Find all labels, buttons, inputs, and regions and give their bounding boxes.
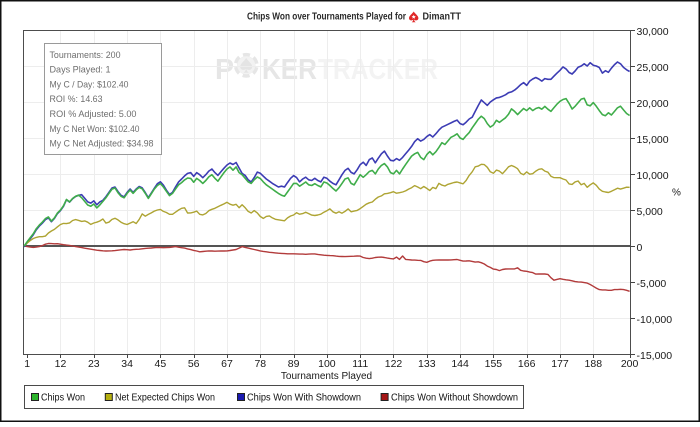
svg-text:Days Played: 1: Days Played: 1: [50, 65, 111, 76]
svg-text:P: P: [215, 54, 234, 86]
svg-text:Tournaments: 200: Tournaments: 200: [50, 50, 121, 61]
svg-text:5,000: 5,000: [637, 206, 663, 218]
svg-text:34: 34: [121, 358, 133, 370]
svg-text:15,000: 15,000: [637, 134, 669, 146]
svg-text:Chips Won: Chips Won: [41, 393, 85, 404]
svg-text:23: 23: [88, 358, 100, 370]
svg-text:177: 177: [551, 358, 569, 370]
svg-text:My C Net Adjusted: $34.98: My C Net Adjusted: $34.98: [50, 139, 154, 150]
svg-text:133: 133: [418, 358, 436, 370]
svg-text:111: 111: [352, 358, 368, 370]
svg-text:0: 0: [637, 242, 643, 254]
svg-text:155: 155: [485, 358, 503, 370]
svg-text:DimanTT: DimanTT: [423, 11, 462, 23]
svg-text:78: 78: [254, 358, 266, 370]
svg-text:1: 1: [24, 358, 30, 370]
svg-text:30,000: 30,000: [637, 26, 669, 38]
svg-text:-15,000: -15,000: [637, 350, 673, 362]
svg-text:67: 67: [221, 358, 233, 370]
svg-text:166: 166: [518, 358, 536, 370]
svg-text:188: 188: [585, 358, 603, 370]
svg-text:ROI % Adjusted: 5.00: ROI % Adjusted: 5.00: [50, 109, 137, 120]
svg-text:56: 56: [188, 358, 200, 370]
svg-text:100: 100: [318, 358, 336, 370]
svg-text:20,000: 20,000: [637, 98, 669, 110]
svg-text:89: 89: [288, 358, 300, 370]
svg-text:%: %: [672, 188, 681, 199]
svg-text:144: 144: [451, 358, 469, 370]
svg-text:122: 122: [385, 358, 403, 370]
svg-text:Chips Won Without Showdown: Chips Won Without Showdown: [391, 393, 518, 404]
svg-text:200: 200: [621, 358, 639, 370]
svg-text:KER: KER: [262, 54, 317, 86]
svg-text:12: 12: [55, 358, 67, 370]
svg-text:Net Expected Chips Won: Net Expected Chips Won: [115, 393, 215, 404]
svg-text:Tournaments Played: Tournaments Played: [281, 371, 372, 382]
svg-text:25,000: 25,000: [637, 62, 669, 74]
svg-text:ROI %: 14.63: ROI %: 14.63: [50, 94, 103, 105]
svg-text:10,000: 10,000: [637, 170, 669, 182]
svg-text:45: 45: [155, 358, 167, 370]
svg-text:Chips Won over Tournaments Pla: Chips Won over Tournaments Played for: [247, 11, 406, 23]
svg-text:My C Net Won: $102.40: My C Net Won: $102.40: [50, 124, 140, 135]
svg-text:-5,000: -5,000: [637, 278, 667, 290]
svg-text:-10,000: -10,000: [637, 314, 673, 326]
svg-text:My C / Day: $102.40: My C / Day: $102.40: [50, 79, 129, 90]
svg-text:Chips Won With Showdown: Chips Won With Showdown: [247, 393, 361, 404]
svg-text:TRACKER: TRACKER: [318, 54, 438, 86]
